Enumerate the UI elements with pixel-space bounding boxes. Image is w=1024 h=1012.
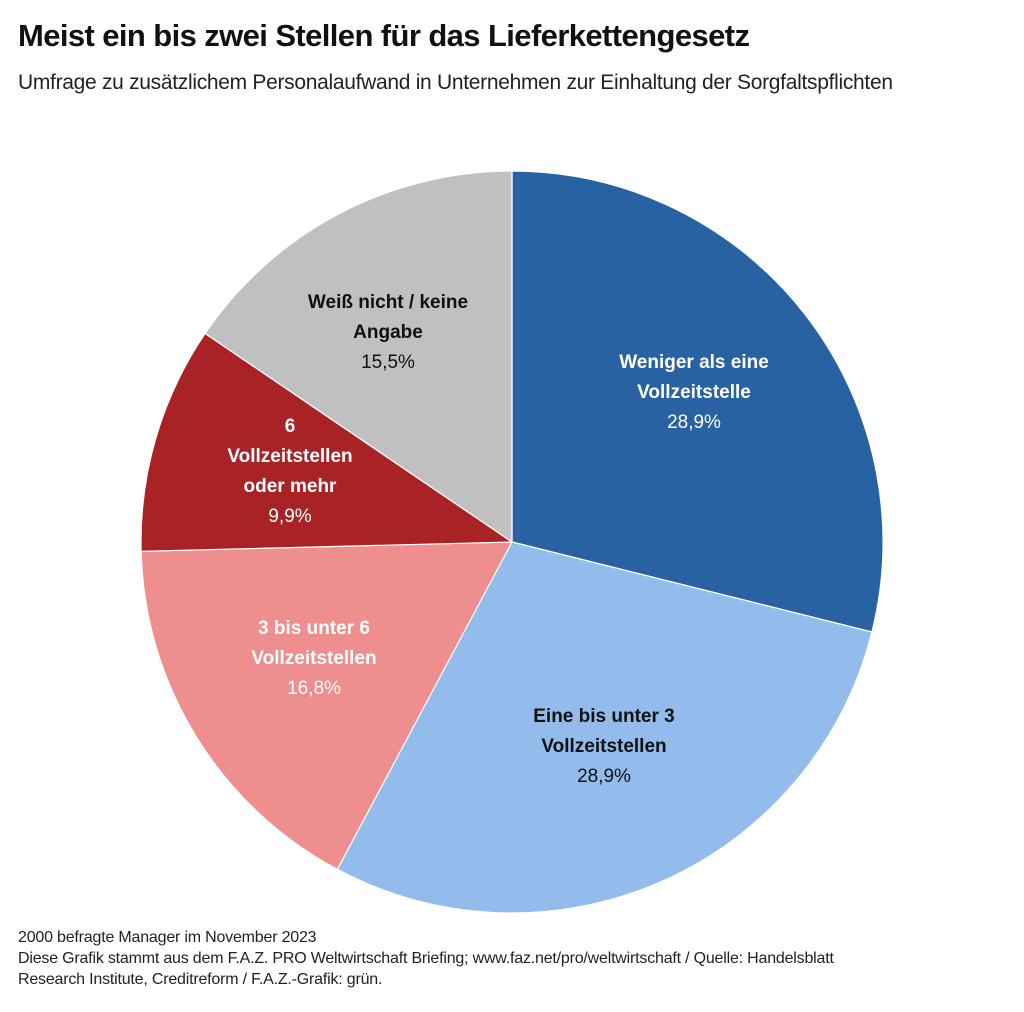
footer-source-line-1: Diese Grafik stammt aus dem F.A.Z. PRO W…: [18, 950, 834, 967]
slice-label-1: Eine bis unter 3 Vollzeitstellen 28,9%: [533, 706, 674, 787]
slice-label-line: Vollzeitstellen: [251, 648, 376, 669]
footer-source-line-2: Research Institute, Creditreform / F.A.Z…: [18, 971, 383, 988]
slice-label-line: Vollzeitstellen: [227, 446, 352, 467]
slice-label-line: Weiß nicht / keine: [308, 292, 468, 313]
pie-labels: Weniger als eine Vollzeitstelle 28,9%Eine …: [227, 292, 768, 787]
footer-note: 2000 befragte Manager im November 2023: [18, 929, 317, 946]
slice-value-label: 28,9%: [577, 766, 631, 787]
footer: 2000 befragte Manager im November 2023 D…: [18, 927, 1008, 990]
slice-value-label: 15,5%: [361, 352, 415, 373]
pie-slice-1: [336, 541, 873, 914]
pie-slice-3: [140, 332, 514, 552]
slice-value-label: 16,8%: [287, 678, 341, 699]
pie-slice-0: [511, 170, 884, 633]
slice-label-line: Vollzeitstelle: [637, 382, 751, 403]
slice-label-3: 6 Vollzeitstellen oder mehr 9,9%: [227, 416, 352, 527]
slice-label-line: Weniger als eine: [619, 352, 769, 373]
slice-label-line: Vollzeitstellen: [541, 736, 666, 757]
slice-label-line: oder mehr: [244, 476, 338, 497]
slice-label-line: Angabe: [353, 322, 423, 343]
slice-label-0: Weniger als eine Vollzeitstelle 28,9%: [619, 352, 769, 433]
slice-value-label: 9,9%: [268, 506, 311, 527]
slice-label-line: 3 bis unter 6: [258, 618, 370, 639]
chart-subtitle: Umfrage zu zusätzlichem Personalaufwand …: [18, 71, 893, 94]
slice-value-label: 28,9%: [667, 412, 721, 433]
slice-label-2: 3 bis unter 6 Vollzeitstellen 16,8%: [251, 618, 376, 699]
slice-label-4: Weiß nicht / keine Angabe 15,5%: [308, 292, 468, 373]
slice-label-line: Eine bis unter 3: [533, 706, 674, 727]
pie-slices: [140, 170, 884, 914]
pie-slice-2: [140, 541, 514, 871]
slice-label-line: 6: [285, 416, 296, 437]
pie-slice-4: [204, 170, 513, 544]
chart-title: Meist ein bis zwei Stellen für das Liefe…: [18, 18, 750, 53]
